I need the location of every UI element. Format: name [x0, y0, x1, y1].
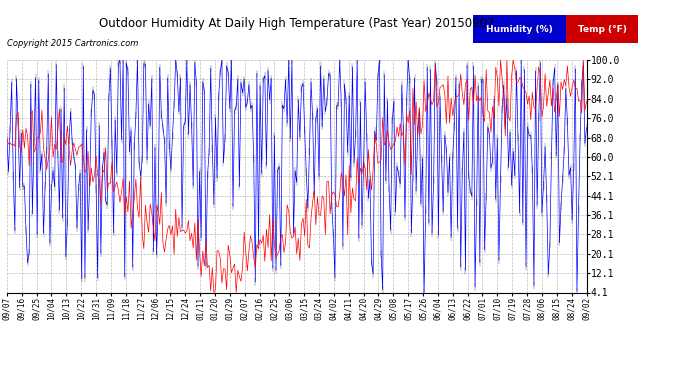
Text: Humidity (%): Humidity (%)	[486, 25, 553, 34]
Text: Temp (°F): Temp (°F)	[578, 25, 627, 34]
Text: Outdoor Humidity At Daily High Temperature (Past Year) 20150907: Outdoor Humidity At Daily High Temperatu…	[99, 17, 495, 30]
Text: Copyright 2015 Cartronics.com: Copyright 2015 Cartronics.com	[7, 39, 138, 48]
